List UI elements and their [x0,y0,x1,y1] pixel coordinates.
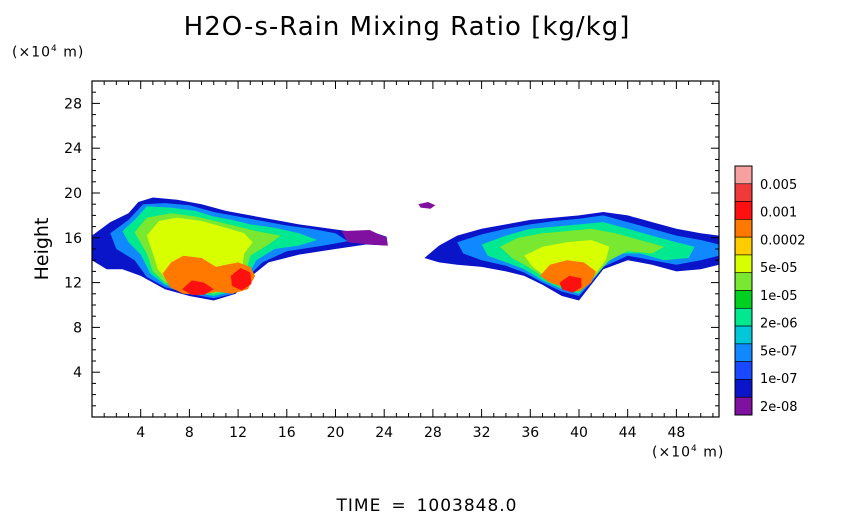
time-value: 1003848.0 [416,496,518,516]
y-tick-label: 8 [73,320,82,336]
y-tick-label: 20 [64,186,82,202]
x-axis-unit: (×104 m) [652,444,724,461]
y-axis-label: Height [31,218,53,281]
x-tick-label: 24 [375,425,393,441]
colorbar-label: 0.005 [760,178,797,193]
x-tick-label: 36 [521,425,539,441]
y-tick-label: 12 [64,276,82,292]
colorbar-swatch [734,272,753,291]
time-readout: TIME = 1003848.0 [0,496,854,516]
colorbar-swatch [734,183,753,202]
y-tick-label: 16 [64,231,82,247]
right-system-contour-5 [540,260,596,292]
x-tick-label: 32 [473,425,491,441]
colorbar-label: 0.001 [760,206,797,221]
colorbar-swatch [734,219,753,238]
x-unit-suffix: m) [697,444,725,461]
colorbar-label: 5e-07 [760,344,798,359]
colorbar-label: 2e-08 [760,400,798,415]
colorbar-frame [734,165,753,416]
colorbar-swatch [734,325,753,345]
x-unit-exponent: 4 [691,444,698,454]
x-tick-label: 16 [278,425,296,441]
colorbar-swatch [734,254,753,274]
right-system-contour-6 [559,275,582,293]
colorbar-swatch [734,343,753,362]
colorbar-swatch [734,290,753,309]
x-tick-label: 20 [327,425,345,441]
chart-title: H2O-s-Rain Mixing Ratio [kg/kg] [183,12,631,42]
colorbar-swatch [734,361,753,380]
y-unit-prefix: (×10 [12,44,52,61]
x-tick-label: 40 [570,425,588,441]
colorbar-label: 5e-05 [760,261,798,276]
colorbar-swatch [734,201,753,220]
x-tick-label: 48 [667,425,685,441]
y-tick-label: 4 [73,365,82,381]
colorbar: 0.005 0.001 0.0002 5e-05 1e-05 2e-06 5e-07 1e-0… [734,165,806,416]
time-label: TIME [336,496,382,516]
y-unit-suffix: m) [57,44,85,61]
y-axis-unit: (×104 m) [12,44,84,61]
y-tick-label: 24 [64,141,82,157]
left-system-contour-7 [230,268,252,291]
x-tick-label: 4 [136,425,145,441]
colorbar-label: 1e-07 [760,372,798,387]
x-tick-label: 8 [185,425,194,441]
left-system-contour-6 [182,280,214,295]
x-unit-prefix: (×10 [652,444,692,461]
colorbar-swatch [734,379,753,398]
colorbar-swatch [734,307,753,327]
colorbar-label: 1e-05 [760,289,798,304]
time-equals: = [391,496,407,516]
x-tick-label: 12 [229,425,247,441]
colorbar-swatch [734,396,753,416]
left-system-contour-8 [341,230,388,246]
x-tick-label: 28 [424,425,442,441]
colorbar-label: 0.0002 [760,233,806,248]
colorbar-label: 2e-06 [760,317,798,332]
y-unit-exponent: 4 [51,44,58,54]
plot-fills [92,197,719,301]
colorbar-swatch [734,165,753,185]
fragment-contour-0 [418,202,436,209]
colorbar-swatch [734,236,753,256]
y-tick-label: 28 [64,96,82,112]
x-tick-label: 44 [619,425,637,441]
